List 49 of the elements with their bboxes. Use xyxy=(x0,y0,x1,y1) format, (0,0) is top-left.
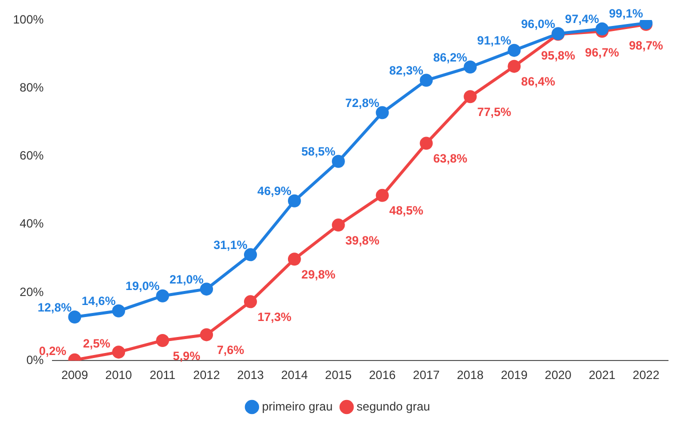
data-label: 46,9% xyxy=(257,184,292,198)
x-tick-label: 2015 xyxy=(325,368,352,382)
data-label: 58,5% xyxy=(301,144,336,159)
data-label: 39,8% xyxy=(345,233,380,248)
y-tick-label: 40% xyxy=(20,216,44,231)
data-label: 29,8% xyxy=(301,267,336,282)
x-tick-label: 2009 xyxy=(61,368,88,382)
data-label: 5,9% xyxy=(172,348,201,363)
data-label: 0,2% xyxy=(38,344,67,358)
x-tick-label: 2012 xyxy=(193,368,220,382)
x-tick-label: 2013 xyxy=(237,368,264,382)
x-tick-label: 2019 xyxy=(500,368,528,382)
data-label: 97,4% xyxy=(565,12,600,26)
data-label: 86,2% xyxy=(433,50,468,64)
data-label: 77,5% xyxy=(477,104,512,119)
x-tick-label: 2021 xyxy=(588,368,616,382)
data-label: 95,8% xyxy=(541,48,576,63)
data-label: 14,6% xyxy=(82,294,116,308)
data-label: 82,3% xyxy=(389,64,424,78)
x-tick-label: 2016 xyxy=(368,368,396,382)
y-tick-label: 60% xyxy=(20,148,44,163)
x-tick-label: 2010 xyxy=(105,368,132,382)
data-label: 17,3% xyxy=(257,310,292,324)
data-label: 98,7% xyxy=(629,38,664,53)
data-label: 2,5% xyxy=(82,336,111,350)
x-tick-label: 2018 xyxy=(456,368,484,382)
legend-label: primeiro grau xyxy=(262,399,333,414)
data-label: 31,1% xyxy=(213,238,248,252)
x-tick-label: 2014 xyxy=(281,368,308,382)
data-label: 12,8% xyxy=(38,300,72,314)
data-label: 48,5% xyxy=(389,204,424,218)
data-label: 72,8% xyxy=(345,96,380,110)
x-tick-label: 2017 xyxy=(412,368,440,382)
data-label: 96,0% xyxy=(521,16,556,31)
x-tick-label: 2020 xyxy=(544,368,572,382)
data-label: 7,6% xyxy=(216,343,245,358)
y-tick-label: 100% xyxy=(12,12,44,26)
legend-label: segundo grau xyxy=(356,399,430,414)
data-label: 96,7% xyxy=(585,46,620,60)
y-tick-label: 20% xyxy=(20,284,44,299)
x-tick-label: 2011 xyxy=(150,368,176,382)
data-label: 19,0% xyxy=(126,279,160,294)
data-label: 91,1% xyxy=(477,34,512,48)
data-label: 21,0% xyxy=(170,272,204,286)
x-tick-label: 2022 xyxy=(632,368,660,382)
y-tick-label: 80% xyxy=(20,80,44,94)
data-label: 86,4% xyxy=(521,74,556,89)
data-label: 63,8% xyxy=(433,152,468,166)
data-label: 99,1% xyxy=(609,6,644,20)
